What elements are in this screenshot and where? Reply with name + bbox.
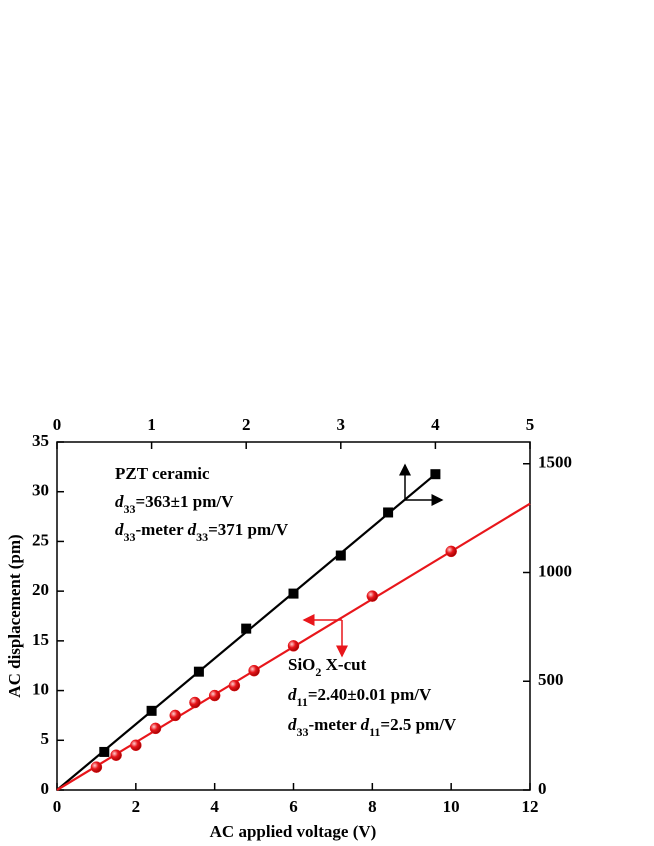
point: [228, 679, 241, 692]
x-tick-label: 0: [53, 797, 62, 816]
x-tick-label: 12: [522, 797, 539, 816]
point: [130, 739, 142, 752]
y-tick-label: 0: [41, 779, 50, 798]
y-axis-title: AC displacement (pm): [5, 534, 24, 697]
point: [335, 550, 346, 561]
annotation-run: -meter: [136, 520, 188, 539]
x2-tick-label: 4: [431, 415, 440, 434]
y2-tick-label: 1000: [538, 561, 572, 580]
y-tick-label: 20: [32, 580, 49, 599]
point: [169, 709, 181, 722]
annotation-run: 11: [297, 695, 308, 709]
y-tick-label: 5: [41, 729, 50, 748]
y-tick-label: 35: [32, 431, 49, 450]
x-tick-label: 8: [368, 797, 377, 816]
point: [288, 588, 299, 599]
annotation-run: d: [288, 715, 297, 734]
point: [445, 545, 457, 558]
x2-tick-label: 3: [337, 415, 346, 434]
x2-tick-label: 5: [526, 415, 535, 434]
annotation-run: 33: [297, 725, 309, 739]
y2-tick-label: 0: [538, 779, 547, 798]
x-tick-label: 10: [443, 797, 460, 816]
annotation: d33-meter d33=371 pm/V: [115, 520, 289, 544]
annotation-run: 11: [369, 725, 380, 739]
annotation: PZT ceramic: [115, 464, 210, 483]
annotation: d33-meter d11=2.5 pm/V: [288, 715, 457, 739]
annotation-run: =363±1 pm/V: [136, 492, 235, 511]
annotation-run: =2.5 pm/V: [380, 715, 457, 734]
point: [149, 722, 162, 735]
annotation-run: =371 pm/V: [208, 520, 289, 539]
x2-tick-label: 1: [147, 415, 156, 434]
annotation-run: =2.40±0.01 pm/V: [308, 685, 432, 704]
x-tick-label: 2: [132, 797, 141, 816]
annotation-run: d: [188, 520, 197, 539]
point: [189, 696, 201, 709]
point: [241, 623, 252, 634]
annotation-run: d: [361, 715, 370, 734]
y-tick-label: 25: [32, 530, 49, 549]
annotation-run: 33: [124, 502, 136, 516]
y-tick-label: 10: [32, 679, 49, 698]
point: [193, 666, 204, 677]
annotation-run: d: [115, 492, 124, 511]
annotation-run: PZT ceramic: [115, 464, 210, 483]
annotation: d33=363±1 pm/V: [115, 492, 234, 516]
point: [208, 689, 221, 702]
point: [248, 664, 260, 677]
annotation-run: SiO: [288, 655, 315, 674]
point: [110, 749, 122, 761]
annotation-run: 33: [124, 530, 136, 544]
x-tick-label: 4: [210, 797, 219, 816]
y2-tick-label: 500: [538, 670, 564, 689]
axis-arrows: [302, 463, 444, 658]
y2-tick-label: 1500: [538, 453, 572, 472]
point: [287, 640, 300, 652]
x-tick-label: 6: [289, 797, 298, 816]
annotation-run: 2: [315, 665, 321, 679]
point: [99, 746, 110, 757]
point: [90, 761, 103, 773]
annotation-run: d: [288, 685, 297, 704]
plot-frame: [56, 441, 531, 791]
point: [383, 507, 394, 518]
point: [430, 469, 441, 480]
x-axis-title: AC applied voltage (V): [210, 822, 377, 841]
annotation-run: -meter: [309, 715, 361, 734]
annotation-run: 33: [196, 530, 208, 544]
annotation: SiO2 X-cut: [288, 655, 367, 679]
x2-tick-label: 0: [53, 415, 62, 434]
annotation: d11=2.40±0.01 pm/V: [288, 685, 432, 709]
annotation-run: X-cut: [321, 655, 366, 674]
point: [146, 705, 157, 716]
annotation-run: d: [115, 520, 124, 539]
point: [366, 590, 379, 602]
y-tick-label: 15: [32, 630, 49, 649]
y-tick-label: 30: [32, 481, 49, 500]
x2-tick-label: 2: [242, 415, 251, 434]
